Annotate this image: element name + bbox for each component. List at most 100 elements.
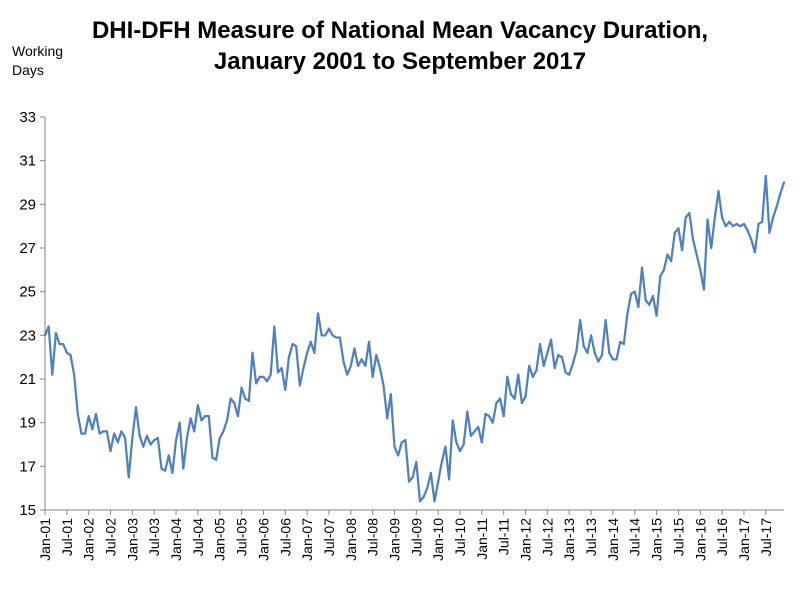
data-point	[94, 412, 98, 416]
series-line	[43, 174, 786, 503]
axes	[44, 117, 784, 511]
data-point	[597, 360, 600, 363]
data-point	[546, 351, 549, 354]
y-unit-label-line-2: Days	[12, 62, 44, 78]
data-point	[666, 253, 669, 256]
data-point	[43, 334, 47, 337]
data-point	[273, 325, 276, 328]
x-tick-label: Jan-01	[37, 518, 53, 561]
data-point	[753, 251, 756, 254]
data-point	[73, 373, 76, 376]
data-point	[389, 393, 392, 396]
data-point	[207, 415, 210, 418]
x-tick-label: Jan-17	[736, 518, 752, 561]
data-point	[495, 401, 498, 405]
x-tick-label: Jul-08	[365, 518, 381, 556]
data-point	[269, 373, 272, 376]
x-tick-label: Jul-05	[234, 518, 250, 556]
x-tick-label: Jul-15	[670, 518, 686, 556]
data-point	[211, 456, 214, 459]
data-point	[164, 469, 167, 472]
data-point	[699, 268, 702, 271]
x-tick-label: Jul-04	[190, 518, 206, 556]
x-tick-label: Jul-11	[496, 518, 512, 555]
data-point	[444, 445, 447, 448]
data-point	[174, 439, 178, 442]
data-point	[98, 432, 101, 435]
data-point	[411, 476, 414, 479]
data-point	[367, 340, 371, 343]
data-point	[757, 222, 760, 226]
data-point	[142, 445, 145, 448]
data-point	[342, 360, 345, 363]
data-point	[717, 190, 720, 193]
data-point	[295, 345, 298, 348]
x-tick-label: Jul-07	[321, 518, 337, 556]
data-point	[404, 439, 407, 442]
data-point	[433, 500, 436, 503]
data-point	[306, 351, 309, 354]
y-tick-label: 29	[19, 196, 36, 213]
y-tick-label: 31	[19, 153, 36, 170]
data-point	[571, 362, 574, 365]
data-point	[655, 314, 658, 317]
x-tick-label: Jul-01	[59, 518, 75, 556]
x-tick-label: Jul-14	[627, 518, 643, 556]
data-point	[400, 441, 403, 444]
data-point	[484, 412, 487, 416]
data-point	[215, 458, 218, 461]
x-tick-label: Jul-09	[408, 518, 424, 556]
data-point	[724, 225, 727, 228]
data-point	[775, 205, 778, 208]
y-tick-label: 19	[19, 415, 36, 432]
data-point	[120, 430, 123, 433]
data-point	[721, 216, 724, 219]
data-point	[123, 436, 127, 440]
data-point	[251, 351, 254, 354]
data-point	[65, 351, 68, 354]
data-point	[615, 358, 618, 361]
data-point	[87, 415, 90, 418]
data-point	[265, 380, 269, 383]
data-point	[611, 358, 615, 361]
data-point	[579, 318, 582, 322]
data-point	[386, 417, 389, 420]
data-point	[538, 342, 542, 346]
data-point	[764, 174, 767, 178]
data-point	[54, 332, 58, 335]
data-point	[222, 430, 225, 433]
x-tick-label: Jan-06	[255, 518, 271, 561]
data-point	[513, 397, 516, 400]
data-point	[109, 449, 112, 453]
data-point	[397, 454, 400, 457]
data-point	[782, 181, 786, 184]
data-point	[633, 290, 636, 293]
data-point	[582, 345, 585, 348]
data-point	[553, 366, 556, 370]
data-point	[575, 349, 578, 352]
x-tick-label: Jan-02	[81, 518, 97, 561]
y-tick-label: 15	[19, 502, 36, 519]
data-point	[378, 366, 382, 370]
data-point	[710, 246, 713, 250]
x-tick-label: Jan-10	[430, 518, 446, 561]
data-point	[76, 412, 79, 416]
data-point	[145, 434, 149, 437]
data-point	[549, 338, 553, 341]
data-point	[415, 460, 418, 464]
data-point	[116, 441, 119, 444]
data-point	[586, 351, 589, 354]
data-point	[244, 397, 247, 400]
data-point	[761, 220, 764, 223]
data-point	[560, 356, 564, 359]
data-point	[80, 432, 83, 435]
data-point	[735, 222, 738, 226]
data-point	[167, 454, 170, 457]
data-point	[364, 364, 367, 367]
x-tick-label: Jul-12	[539, 518, 555, 556]
data-point	[557, 353, 560, 357]
data-point	[520, 401, 523, 405]
x-tick-label: Jul-03	[146, 518, 162, 556]
data-point	[564, 371, 567, 374]
y-tick-label: 25	[19, 284, 36, 301]
